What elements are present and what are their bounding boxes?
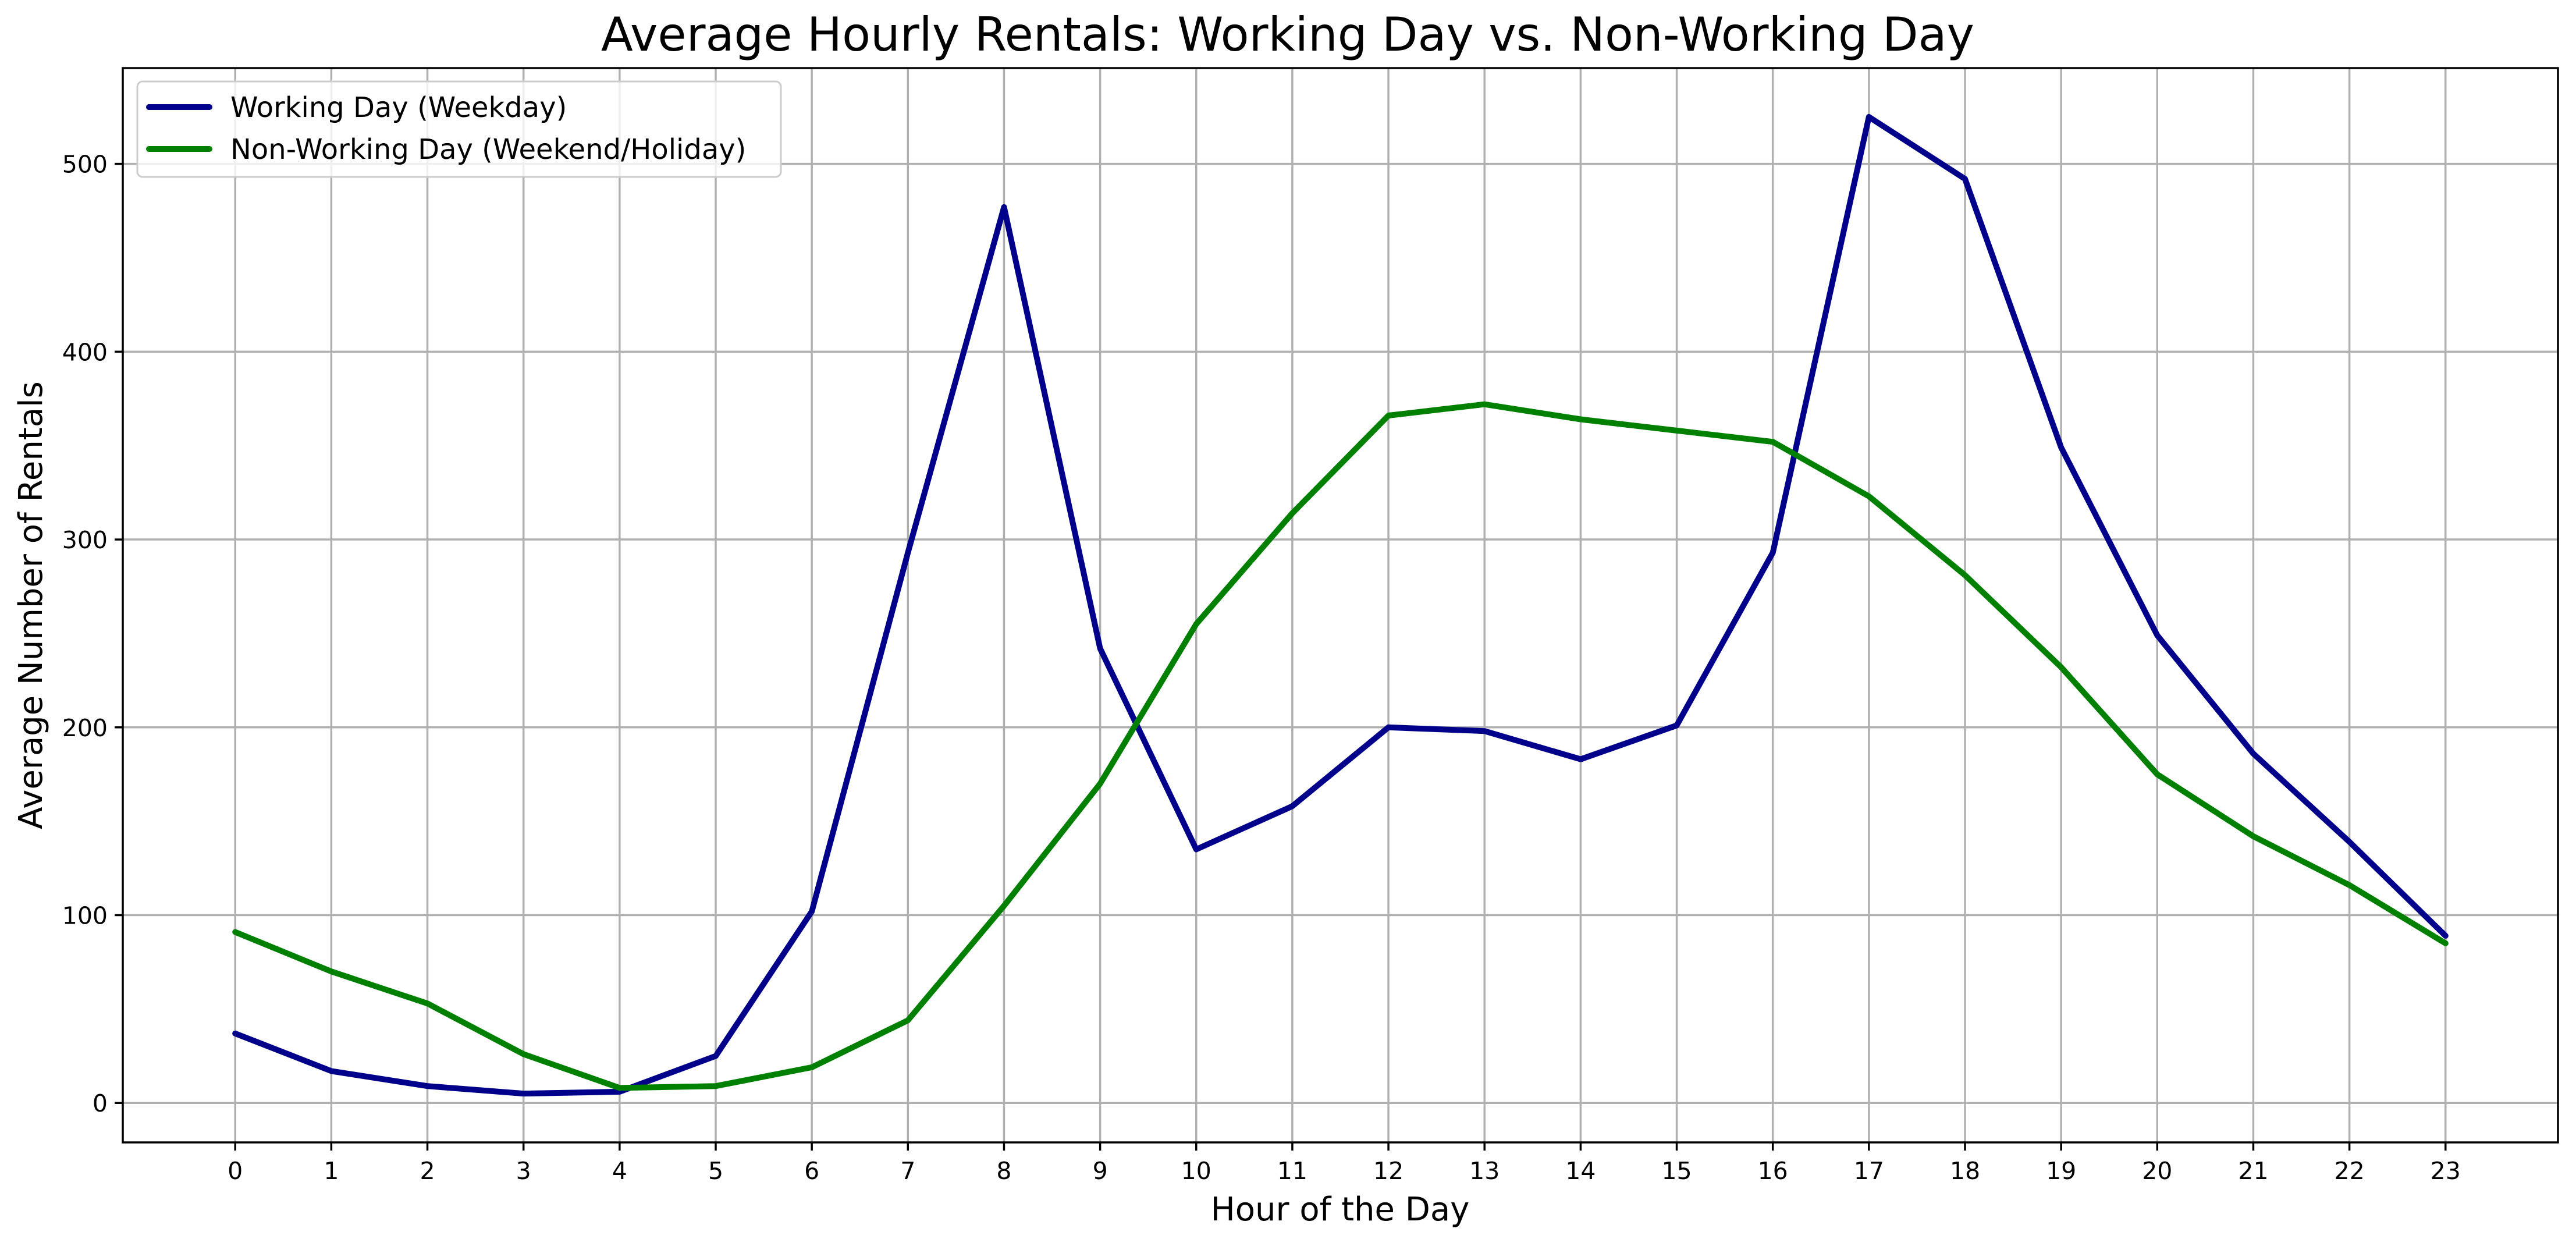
x-tick-label: 3 (516, 1157, 531, 1185)
y-axis-ticks: 0 100 200 300 400 500 (62, 151, 123, 1117)
x-tick-label: 0 (228, 1157, 243, 1185)
x-tick-label: 9 (1093, 1157, 1108, 1185)
x-tick-label: 7 (900, 1157, 915, 1185)
plot-frame (122, 67, 2559, 1144)
legend-label-non-working-day: Non-Working Day (Weekend/Holiday) (230, 133, 746, 166)
x-axis-ticks: 0 1 2 3 4 5 6 7 8 9 10 11 12 13 14 15 16 17 18 19 20 21 22 23 (228, 1142, 2461, 1185)
x-tick-label: 20 (2142, 1157, 2172, 1185)
legend: Working Day (Weekday) Non-Working Day (W… (136, 80, 782, 178)
series-line-working-day (232, 113, 2449, 1097)
x-tick-label: 6 (804, 1157, 819, 1185)
gridlines (123, 68, 2558, 1142)
x-tick-label: 10 (1181, 1157, 1211, 1185)
x-tick-label: 23 (2431, 1157, 2461, 1185)
legend-box (136, 80, 782, 178)
x-tick-label: 11 (1277, 1157, 1307, 1185)
x-tick-label: 13 (1469, 1157, 1500, 1185)
x-tick-label: 22 (2335, 1157, 2365, 1185)
y-tick-label: 300 (62, 526, 108, 554)
x-tick-label: 17 (1854, 1157, 1884, 1185)
legend-label-working-day: Working Day (Weekday) (230, 91, 567, 124)
y-tick-label: 500 (62, 151, 108, 179)
x-tick-label: 14 (1565, 1157, 1596, 1185)
x-tick-label: 21 (2238, 1157, 2268, 1185)
series-line-non-working-day (232, 401, 2449, 1091)
x-tick-label: 4 (612, 1157, 627, 1185)
x-tick-label: 16 (1758, 1157, 1788, 1185)
series-lines (232, 113, 2449, 1097)
y-tick-label: 200 (62, 714, 108, 742)
x-tick-label: 19 (2046, 1157, 2076, 1185)
x-tick-label: 8 (996, 1157, 1011, 1185)
y-tick-label: 100 (62, 902, 108, 930)
x-tick-label: 12 (1373, 1157, 1404, 1185)
chart-title: Average Hourly Rentals: Working Day vs. … (601, 8, 1974, 62)
x-axis-label: Hour of the Day (1211, 1191, 1470, 1229)
x-tick-label: 2 (420, 1157, 435, 1185)
y-tick-label: 0 (93, 1089, 108, 1117)
y-tick-label: 400 (62, 338, 108, 366)
x-tick-label: 5 (708, 1157, 723, 1185)
x-tick-label: 15 (1661, 1157, 1692, 1185)
y-axis-label: Average Number of Rentals (12, 381, 50, 829)
x-tick-label: 18 (1950, 1157, 1980, 1185)
x-tick-label: 1 (324, 1157, 339, 1185)
